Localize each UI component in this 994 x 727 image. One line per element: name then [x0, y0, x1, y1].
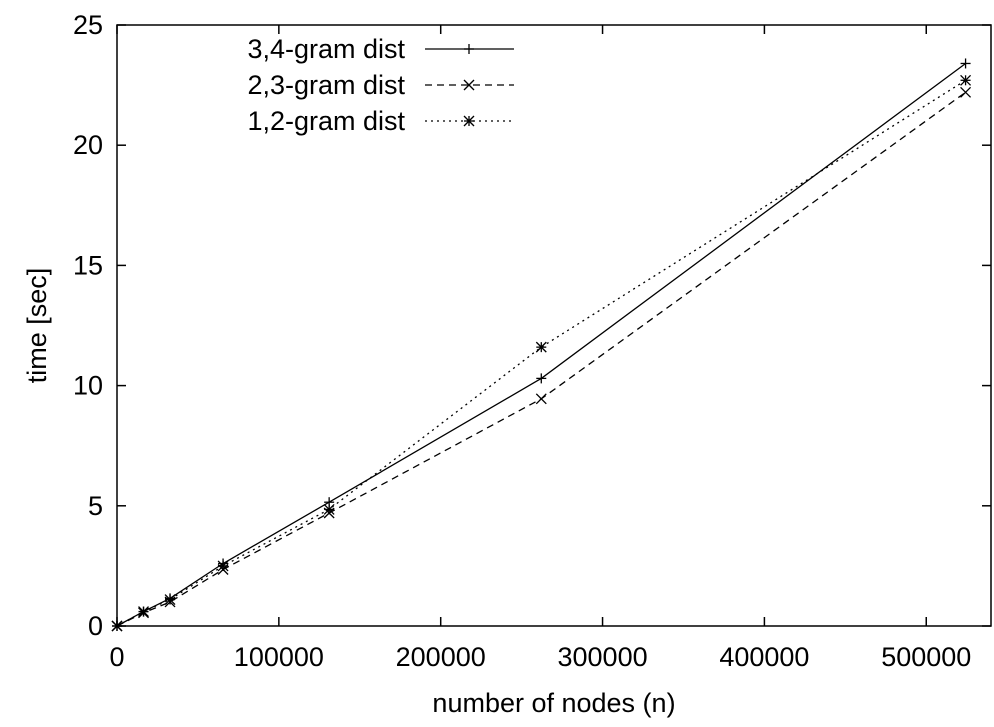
- legend: 3,4-gram dist 2,3-gram dist 1,2-gram dist: [247, 34, 514, 136]
- x-tick-label: 500000: [881, 642, 971, 672]
- y-tick-label: 20: [73, 130, 103, 160]
- y-tick-label: 10: [73, 371, 103, 401]
- star-marker-d2: [960, 74, 972, 86]
- data-point: [217, 560, 229, 572]
- cross-marker-d2: [535, 393, 547, 405]
- star-marker-d2: [463, 115, 475, 127]
- data-point: [536, 373, 547, 384]
- cross-marker-d2: [960, 86, 972, 98]
- data-point: [138, 606, 149, 618]
- legend-label: 2,3-gram dist: [247, 70, 405, 100]
- data-point: [960, 58, 971, 69]
- data-point: [111, 620, 123, 632]
- series-2: [111, 74, 972, 632]
- legend-label: 3,4-gram dist: [247, 34, 405, 64]
- x-tick-label: 300000: [558, 642, 648, 672]
- cross-marker-d2: [463, 79, 475, 91]
- data-point: [960, 86, 972, 98]
- legend-marker: [463, 79, 475, 91]
- x-tick-label: 0: [109, 642, 124, 672]
- series-line: [116, 79, 966, 627]
- y-axis-title: time [sec]: [22, 268, 52, 384]
- y-tick-label: 5: [88, 491, 103, 521]
- y-tick-label: 0: [88, 611, 103, 641]
- data-point: [960, 74, 972, 86]
- star-marker-d2: [164, 594, 176, 606]
- y-tick-label: 25: [73, 10, 103, 40]
- series-layer: [111, 58, 972, 632]
- star-marker-d2: [323, 503, 335, 515]
- legend-marker: [463, 115, 475, 127]
- star-marker-d2: [138, 606, 149, 618]
- y-tick-label: 15: [73, 250, 103, 280]
- star-marker-d2: [535, 341, 547, 353]
- y-axis: 0 5 10 15 20 25: [73, 10, 991, 641]
- star-marker-d2: [217, 560, 229, 572]
- x-tick-label: 200000: [396, 642, 486, 672]
- series-line: [116, 91, 966, 627]
- data-point: [164, 594, 176, 606]
- x-axis-title: number of nodes (n): [432, 688, 675, 718]
- data-point: [535, 341, 547, 353]
- legend-label: 1,2-gram dist: [247, 106, 405, 136]
- x-tick-label: 400000: [719, 642, 809, 672]
- legend-marker: [464, 44, 474, 54]
- data-point: [535, 393, 547, 405]
- series-1: [111, 86, 972, 632]
- star-marker-d2: [111, 620, 123, 632]
- data-point: [323, 503, 335, 515]
- x-axis: 0 100000 200000 300000 400000 500000: [109, 25, 971, 672]
- x-tick-label: 100000: [234, 642, 324, 672]
- plot-frame: [116, 24, 992, 627]
